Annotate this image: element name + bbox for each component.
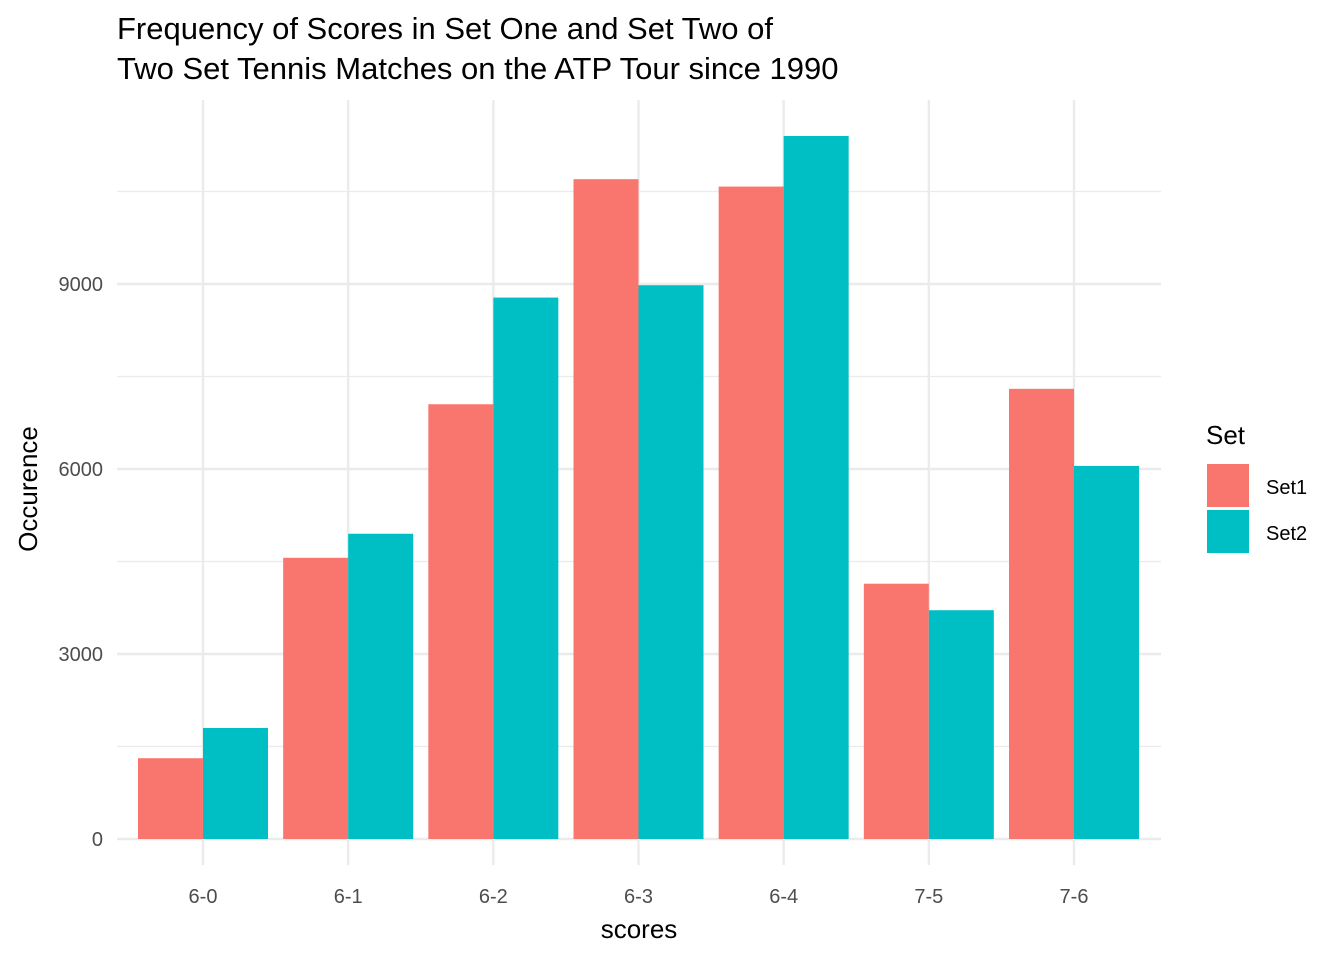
legend-title: Set	[1206, 420, 1246, 450]
legend-label-set1: Set1	[1266, 477, 1307, 499]
legend-label-set2: Set2	[1266, 523, 1307, 545]
bar-set1-7-5	[863, 583, 929, 839]
y-tick-label: 9000	[59, 274, 104, 296]
legend-key-set1	[1207, 464, 1249, 507]
x-axis-title: scores	[601, 914, 678, 944]
bar-set2-6-3	[638, 285, 704, 839]
x-axis-ticks: 6-0 6-1 6-2 6-3 6-4 7-5 7-6	[189, 886, 1089, 908]
y-axis-ticks: 0 3000 6000 9000	[59, 274, 104, 851]
y-tick-label: 0	[92, 829, 103, 851]
y-tick-label: 3000	[59, 644, 104, 666]
x-tick-label: 6-4	[769, 886, 798, 908]
bar-set1-6-1	[283, 557, 349, 839]
title-line-1: Frequency of Scores in Set One and Set T…	[117, 11, 773, 46]
chart-title: Frequency of Scores in Set One and Set T…	[117, 11, 838, 86]
x-tick-label: 7-6	[1060, 886, 1089, 908]
y-axis-title: Occurence	[13, 426, 43, 552]
legend-key-set2	[1207, 510, 1249, 553]
bar-set1-7-6	[1009, 388, 1074, 839]
bar-set1-6-2	[428, 404, 494, 839]
x-tick-label: 6-0	[189, 886, 218, 908]
bar-set2-7-5	[928, 610, 994, 839]
legend: Set Set1 Set2	[1206, 420, 1307, 553]
bar-set2-6-0	[203, 728, 268, 839]
bar-set2-6-4	[783, 136, 849, 839]
bar-set2-6-1	[348, 533, 414, 839]
x-tick-label: 6-2	[479, 886, 508, 908]
bar-set1-6-4	[718, 186, 784, 840]
x-tick-label: 6-3	[624, 886, 653, 908]
bar-set2-7-6	[1074, 465, 1139, 839]
title-line-2: Two Set Tennis Matches on the ATP Tour s…	[117, 51, 838, 86]
bar-set1-6-3	[573, 179, 639, 839]
x-tick-label: 7-5	[914, 886, 943, 908]
bar-set1-6-0	[138, 758, 203, 839]
bars	[138, 136, 1139, 840]
bar-set2-6-2	[493, 297, 559, 840]
y-tick-label: 6000	[59, 459, 104, 481]
x-tick-label: 6-1	[334, 886, 363, 908]
